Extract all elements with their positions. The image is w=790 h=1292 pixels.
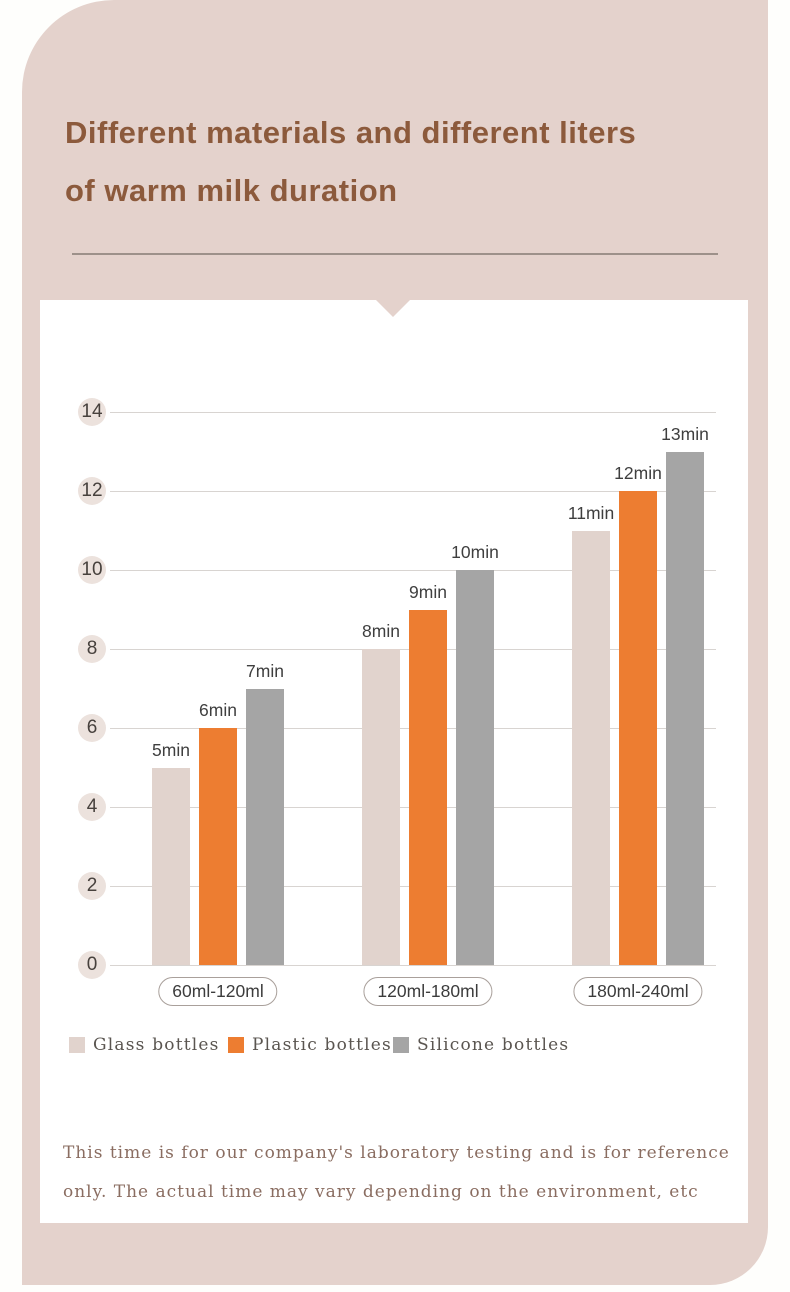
page-title-line-1: Different materials and different liters: [65, 115, 637, 150]
card-notch-triangle: [376, 300, 410, 317]
bar: [152, 767, 190, 965]
category-pill: 120ml-180ml: [363, 977, 493, 1006]
bar: [246, 688, 284, 965]
legend-item: Glass bottles: [69, 1035, 220, 1055]
category-pill: 60ml-120ml: [158, 977, 278, 1006]
legend-label: Plastic bottles: [252, 1035, 392, 1055]
bar-chart: 0 2 4 6 8 10 12 14 5min 6min 7min 60ml-120ml 8min 9mi…: [40, 300, 748, 1023]
gridline-10: [110, 570, 716, 571]
y-tick-10: 10: [78, 556, 106, 584]
legend-item: Silicone bottles: [393, 1035, 569, 1055]
page-title-line-2: of warm milk duration: [65, 173, 398, 208]
y-tick-12: 12: [78, 477, 106, 505]
legend-label: Glass bottles: [93, 1035, 220, 1055]
bar: [572, 530, 610, 965]
legend-item: Plastic bottles: [228, 1035, 392, 1055]
bar-value-label: 9min: [409, 581, 447, 602]
bar-value-label: 11min: [567, 502, 615, 523]
bar: [456, 570, 494, 965]
bar: [362, 649, 400, 965]
y-tick-8: 8: [78, 635, 106, 663]
bar-value-label: 7min: [246, 660, 284, 681]
page-title: Different materials and different liters…: [65, 104, 745, 220]
bar: [409, 609, 447, 965]
y-tick-6: 6: [78, 714, 106, 742]
footnote-line-2: only. The actual time may vary depending…: [63, 1182, 699, 1202]
title-divider: [72, 253, 718, 255]
bar: [619, 491, 657, 965]
bar-value-label: 6min: [199, 700, 237, 720]
bar: [199, 728, 237, 965]
legend-label: Silicone bottles: [417, 1035, 570, 1055]
gridline-14: [110, 412, 716, 413]
y-tick-4: 4: [78, 793, 106, 821]
bar: [666, 451, 704, 965]
y-tick-0: 0: [78, 951, 106, 979]
y-tick-2: 2: [78, 872, 106, 900]
legend-swatch-icon: [228, 1037, 244, 1053]
gridline-0: [110, 965, 716, 966]
legend-swatch-icon: [393, 1037, 409, 1053]
bar-value-label: 5min: [152, 739, 190, 760]
bar-value-label: 12min: [614, 463, 662, 483]
bar-value-label: 8min: [362, 621, 400, 641]
gridline-12: [110, 491, 716, 492]
legend-swatch-icon: [69, 1037, 85, 1053]
bar-value-label: 10min: [451, 542, 499, 562]
y-tick-14: 14: [78, 398, 106, 426]
category-pill: 180ml-240ml: [573, 977, 703, 1006]
pink-panel: Different materials and different liters…: [22, 0, 768, 1285]
footnote-line-1: This time is for our company's laborator…: [63, 1143, 730, 1163]
chart-card: 0 2 4 6 8 10 12 14 5min 6min 7min 60ml-120ml 8min 9mi…: [40, 300, 748, 1223]
bar-value-label: 13min: [661, 423, 709, 444]
